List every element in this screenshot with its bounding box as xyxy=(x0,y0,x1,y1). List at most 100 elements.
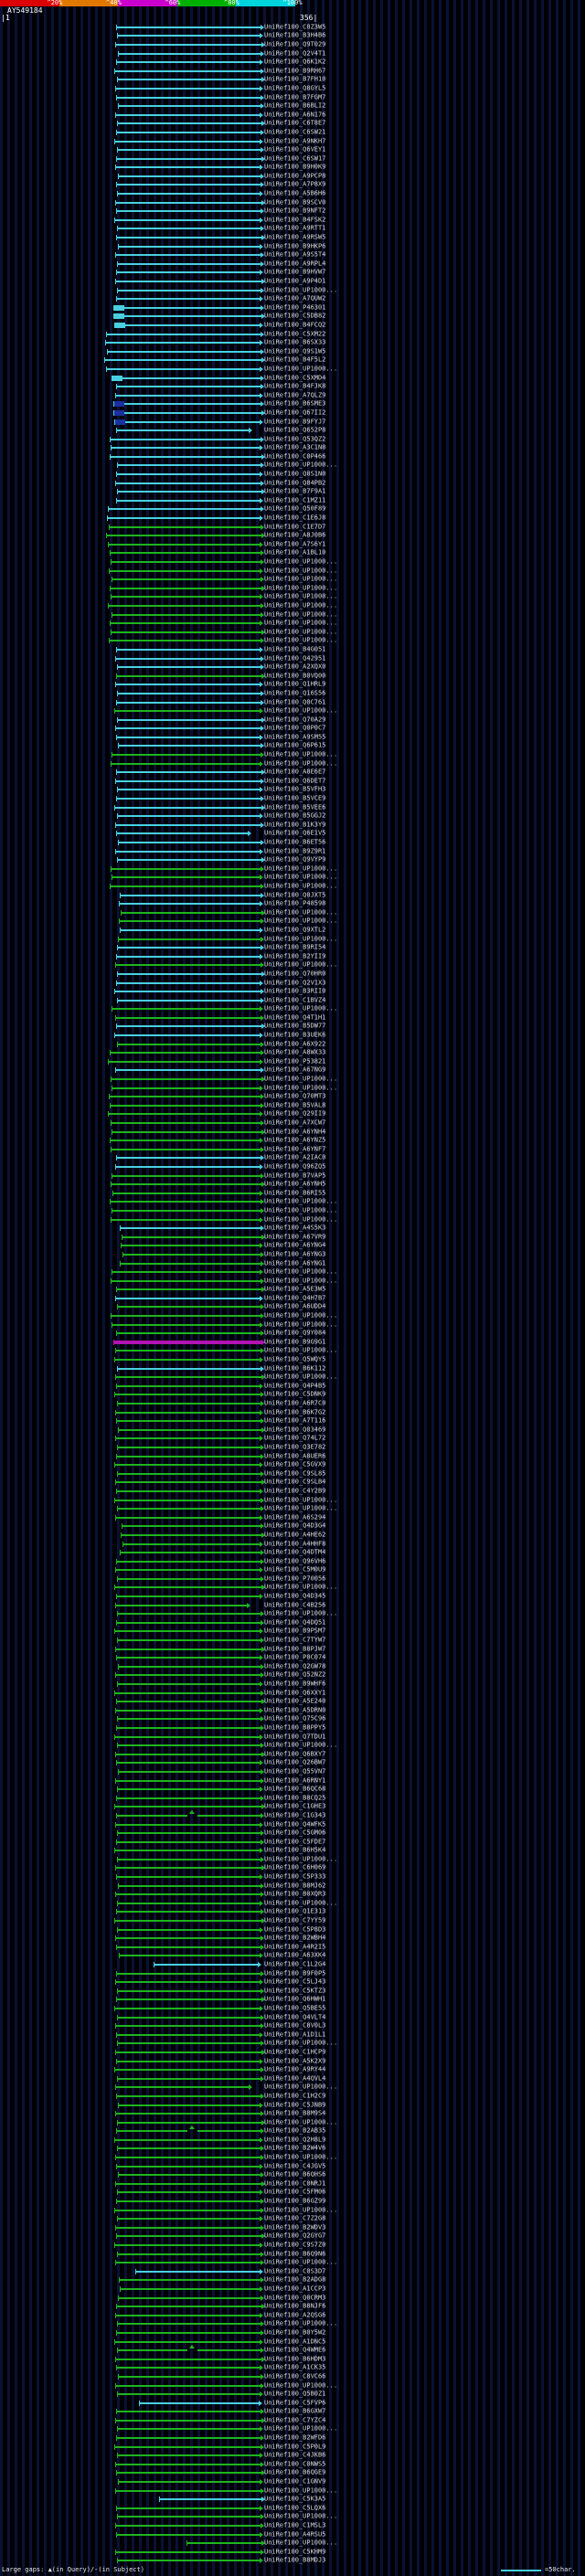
hit-label[interactable]: UniRef100_B9Z9R1 xyxy=(264,847,326,855)
hit-row[interactable]: UniRef100_C0S3D7 xyxy=(0,2267,585,2276)
hit-row[interactable]: UniRef100_Q0CRM3 xyxy=(0,2294,585,2303)
hit-row[interactable]: UniRef100_Q6XXY1 xyxy=(0,1689,585,1698)
hit-label[interactable]: UniRef100_C6T8E7 xyxy=(264,119,326,127)
hit-label[interactable]: UniRef100_UP1000... xyxy=(264,2083,338,2091)
hit-label[interactable]: UniRef100_Q652P8 xyxy=(264,426,326,434)
hit-label[interactable]: UniRef100_UP1000... xyxy=(264,619,338,627)
hit-row[interactable]: UniRef100_B9PSM7 xyxy=(0,1627,585,1637)
hit-label[interactable]: UniRef100_B2WBH4 xyxy=(264,1934,326,1942)
hit-row[interactable]: UniRef100_P53821 xyxy=(0,1057,585,1066)
hit-label[interactable]: UniRef100_P48598 xyxy=(264,899,326,907)
hit-label[interactable]: UniRef100_B6H5K4 xyxy=(264,1846,326,1854)
hit-label[interactable]: UniRef100_Q4DTM4 xyxy=(264,1548,326,1556)
hit-label[interactable]: UniRef100_B6GXW7 xyxy=(264,2407,326,2415)
hit-row[interactable]: UniRef100_UP1000... xyxy=(0,1373,585,1382)
hit-label[interactable]: UniRef100_Q26BW7 xyxy=(264,1758,326,1766)
hit-row[interactable]: UniRef100_A6YNH4 xyxy=(0,1128,585,1137)
hit-row[interactable]: UniRef100_C7TYW7 xyxy=(0,1636,585,1645)
hit-label[interactable]: UniRef100_B8MDJ3 xyxy=(264,2556,326,2564)
hit-row[interactable]: UniRef100_A1D1L1 xyxy=(0,2030,585,2040)
hit-row[interactable]: UniRef100_B8MJ62 xyxy=(0,1882,585,1891)
hit-label[interactable]: UniRef100_A4RSU5 xyxy=(264,2530,326,2539)
hit-label[interactable]: UniRef100_UP1000... xyxy=(264,1346,338,1354)
hit-row[interactable]: UniRef100_B6SX33 xyxy=(0,338,585,347)
hit-row[interactable]: UniRef100_Q50F89 xyxy=(0,505,585,514)
hit-label[interactable]: UniRef100_Q8S1N0 xyxy=(264,470,326,478)
hit-row[interactable]: UniRef100_UP1000... xyxy=(0,461,585,471)
hit-row[interactable]: UniRef100_Q4WFK5 xyxy=(0,1820,585,1829)
hit-label[interactable]: UniRef100_A1DNC5 xyxy=(264,2337,326,2346)
hit-row[interactable]: UniRef100_C5KHM9 xyxy=(0,2548,585,2557)
hit-label[interactable]: UniRef100_C5GM06 xyxy=(264,1829,326,1837)
hit-label[interactable]: UniRef100_Q52NZ2 xyxy=(264,1670,326,1679)
hit-row[interactable]: UniRef100_A4HE62 xyxy=(0,1531,585,1540)
hit-label[interactable]: UniRef100_B4F5L2 xyxy=(264,355,326,364)
hit-label[interactable]: UniRef100_C5FDE7 xyxy=(264,1838,326,1846)
hit-label[interactable]: UniRef100_A9RPL4 xyxy=(264,260,326,268)
hit-label[interactable]: UniRef100_UP1000... xyxy=(264,1311,338,1320)
hit-label[interactable]: UniRef100_UP1000... xyxy=(264,1583,338,1591)
hit-row[interactable]: UniRef100_B8MDJ3 xyxy=(0,2557,585,2566)
hit-label[interactable]: UniRef100_Q70HR0 xyxy=(264,970,326,978)
hit-row[interactable]: UniRef100_UP1000... xyxy=(0,864,585,874)
hit-label[interactable]: UniRef100_UP1000... xyxy=(264,584,338,592)
hit-label[interactable]: UniRef100_A5K2X9 xyxy=(264,2057,326,2065)
hit-row[interactable]: UniRef100_B6RI55 xyxy=(0,1189,585,1198)
hit-label[interactable]: UniRef100_C5DB82 xyxy=(264,312,326,320)
hit-label[interactable]: UniRef100_C5JNB9 xyxy=(264,2101,326,2109)
hit-label[interactable]: UniRef100_UP1000... xyxy=(264,365,338,373)
hit-row[interactable]: UniRef100_B4FCQ2 xyxy=(0,321,585,330)
hit-label[interactable]: UniRef100_Q96ZQ5 xyxy=(264,1162,326,1171)
hit-row[interactable]: UniRef100_B0XQR3 xyxy=(0,1890,585,1899)
hit-row[interactable]: UniRef100_Q4D3G4 xyxy=(0,1522,585,1532)
hit-label[interactable]: UniRef100_UP1000... xyxy=(264,2258,338,2266)
hit-label[interactable]: UniRef100_C4B256 xyxy=(264,1601,326,1609)
hit-row[interactable]: UniRef100_B6SME3 xyxy=(0,400,585,409)
hit-row[interactable]: UniRef100_A9PCP8 xyxy=(0,172,585,181)
hit-row[interactable]: UniRef100_Q67II2 xyxy=(0,408,585,418)
hit-row[interactable]: UniRef100_B9H0K9 xyxy=(0,164,585,173)
hit-row[interactable]: UniRef100_C7YY59 xyxy=(0,1916,585,1925)
hit-label[interactable]: UniRef100_UP1000... xyxy=(264,864,338,873)
hit-label[interactable]: UniRef100_C5P0L9 xyxy=(264,2443,326,2451)
hit-label[interactable]: UniRef100_Q6E1V5 xyxy=(264,829,326,837)
hit-label[interactable]: UniRef100_C1E6J8 xyxy=(264,514,326,522)
hit-label[interactable]: UniRef100_B2WDV3 xyxy=(264,2223,326,2231)
hit-label[interactable]: UniRef100_UP1000... xyxy=(264,1504,338,1512)
hit-row[interactable]: UniRef100_UP1000... xyxy=(0,1215,585,1224)
hit-label[interactable]: UniRef100_C4JGV5 xyxy=(264,2162,326,2170)
hit-label[interactable]: UniRef100_B6SME3 xyxy=(264,399,326,408)
hit-row[interactable]: UniRef100_UP1000... xyxy=(0,1347,585,1356)
hit-label[interactable]: UniRef100_Q84PB2 xyxy=(264,479,326,487)
hit-label[interactable]: UniRef100_C6SW17 xyxy=(264,154,326,163)
hit-row[interactable]: UniRef100_B9SCV0 xyxy=(0,198,585,207)
hit-row[interactable]: UniRef100_UP1000... xyxy=(0,759,585,769)
hit-row[interactable]: UniRef100_UP1000... xyxy=(0,1277,585,1286)
hit-row[interactable]: UniRef100_A6RNY1 xyxy=(0,1776,585,1786)
hit-row[interactable]: UniRef100_A7S6Y1 xyxy=(0,540,585,549)
hit-label[interactable]: UniRef100_UP1000... xyxy=(264,592,338,600)
hit-label[interactable]: UniRef100_B8PPY5 xyxy=(264,1723,326,1732)
hit-label[interactable]: UniRef100_UP1000... xyxy=(264,1084,338,1092)
hit-row[interactable]: UniRef100_B2YII9 xyxy=(0,952,585,961)
hit-label[interactable]: UniRef100_C0NRJ1 xyxy=(264,2179,326,2188)
hit-label[interactable]: UniRef100_UP1000... xyxy=(264,1899,338,1907)
hit-label[interactable]: UniRef100_Q50F89 xyxy=(264,504,326,513)
hit-label[interactable]: UniRef100_B9RH67 xyxy=(264,67,326,75)
hit-label[interactable]: UniRef100_B9NFT2 xyxy=(264,207,326,215)
hit-row[interactable]: UniRef100_A3C1N8 xyxy=(0,444,585,453)
hit-row[interactable]: UniRef100_B5VEE6 xyxy=(0,803,585,812)
hit-row[interactable]: UniRef100_A1BL10 xyxy=(0,549,585,558)
hit-row[interactable]: UniRef100_UP1000... xyxy=(0,2425,585,2434)
hit-row[interactable]: UniRef100_UP1000... xyxy=(0,908,585,917)
hit-row[interactable]: UniRef100_A6YNG4 xyxy=(0,1242,585,1251)
hit-label[interactable]: UniRef100_C1HCP9 xyxy=(264,2048,326,2056)
hit-row[interactable]: UniRef100_UP1000... xyxy=(0,567,585,576)
hit-row[interactable]: UniRef100_C4Y2B9 xyxy=(0,1487,585,1496)
hit-label[interactable]: UniRef100_Q5BE55 xyxy=(264,2004,326,2012)
hit-row[interactable]: UniRef100_A6YNG3 xyxy=(0,1250,585,1259)
hit-label[interactable]: UniRef100_UP1000... xyxy=(264,1855,338,1863)
hit-label[interactable]: UniRef100_A4HE62 xyxy=(264,1531,326,1539)
hit-row[interactable]: UniRef100_C8V0L3 xyxy=(0,2021,585,2030)
hit-row[interactable]: UniRef100_Q84PB2 xyxy=(0,479,585,488)
